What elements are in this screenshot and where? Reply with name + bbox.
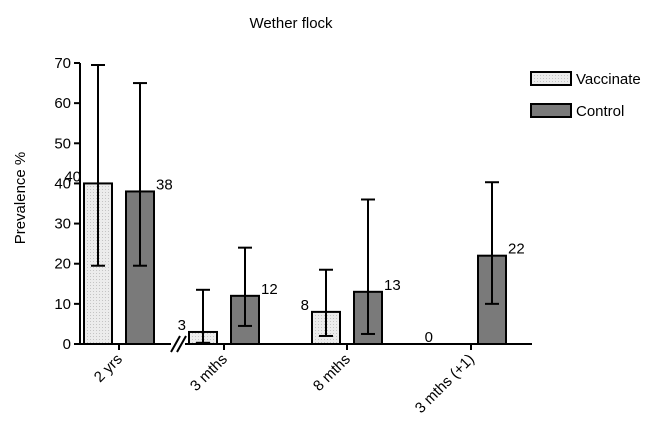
legend-swatch-control xyxy=(530,103,572,118)
y-tick-label-4: 40 xyxy=(54,175,71,192)
x-tick-label-0: 2 yrs xyxy=(91,351,126,386)
legend-label-control: Control xyxy=(576,103,624,120)
axis-break-mark-1 xyxy=(170,335,181,353)
legend-swatch-vaccinate xyxy=(530,71,572,86)
y-tick-label-0: 0 xyxy=(63,336,71,353)
x-tick-label-3: 3 mths (+1) xyxy=(412,351,478,417)
legend: Vaccinate Control xyxy=(530,71,641,120)
y-tick-label-3: 30 xyxy=(54,216,71,233)
y-tick-label-6: 60 xyxy=(54,95,71,112)
data-label-control-1: 12 xyxy=(261,281,278,298)
y-tick-label-2: 20 xyxy=(54,256,71,273)
axis-break-mark-2 xyxy=(176,335,187,353)
y-tick-label-5: 50 xyxy=(54,135,71,152)
data-label-vaccinate-1: 3 xyxy=(178,317,186,334)
y-tick-label-7: 70 xyxy=(54,55,71,72)
bar-control-0 xyxy=(125,190,155,345)
chart-title: Wether flock xyxy=(249,15,333,32)
data-label-control-3: 22 xyxy=(508,241,525,258)
data-label-control-2: 13 xyxy=(384,277,401,294)
x-tick-label-2: 8 mths xyxy=(310,351,354,395)
legend-label-vaccinate: Vaccinate xyxy=(576,71,641,88)
data-label-control-0: 38 xyxy=(156,176,173,193)
data-label-vaccinate-2: 8 xyxy=(301,297,309,314)
y-tick-label-1: 10 xyxy=(54,296,71,313)
y-axis-label: Prevalence % xyxy=(12,152,29,245)
data-label-vaccinate-0: 40 xyxy=(64,168,81,185)
data-label-vaccinate-3: 0 xyxy=(425,329,433,346)
x-tick-label-1: 3 mths xyxy=(187,351,231,395)
